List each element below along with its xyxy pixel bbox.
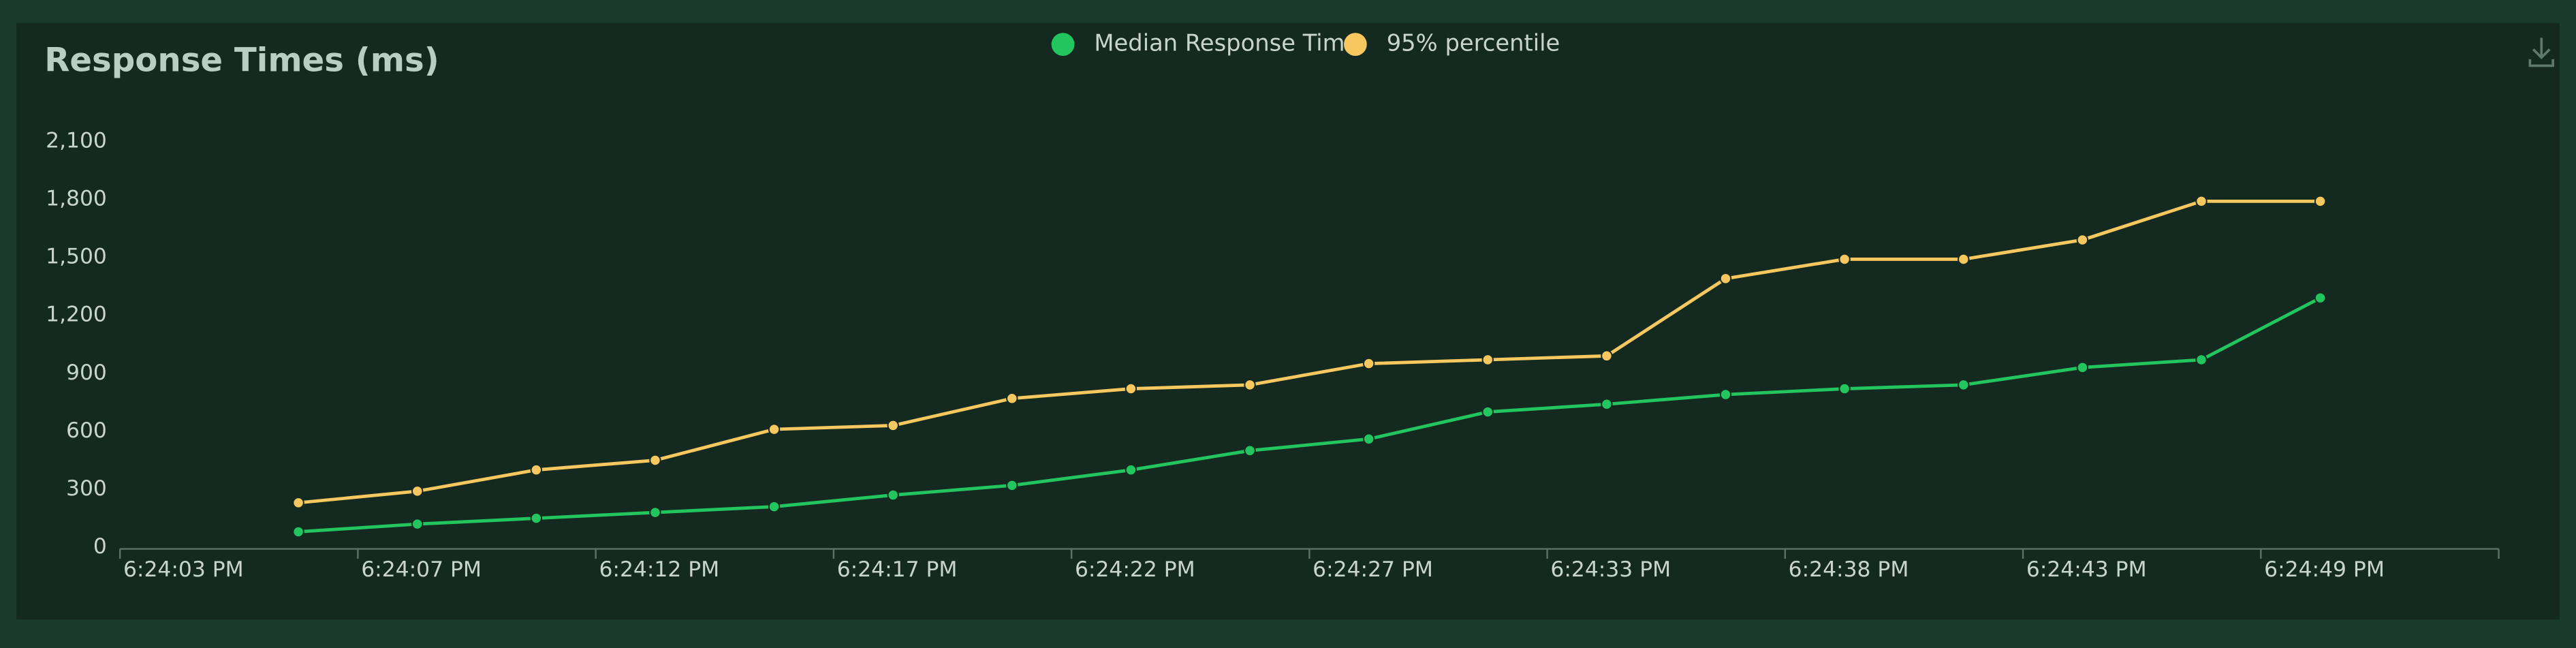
- point: [1362, 433, 1375, 445]
- y-tick-label: 1,500: [46, 245, 107, 269]
- x-tick-label: 6:24:38 PM: [1789, 557, 1909, 582]
- y-tick-label: 600: [66, 418, 107, 443]
- point: [1838, 382, 1851, 395]
- point: [1244, 379, 1256, 391]
- y-tick-label: 2,100: [46, 128, 107, 153]
- point: [1719, 388, 1732, 401]
- point: [887, 419, 899, 432]
- chart-title: Response Times (ms): [44, 42, 439, 80]
- point: [530, 512, 543, 525]
- series-line: [298, 199, 2321, 505]
- point: [887, 489, 899, 502]
- point: [411, 485, 424, 497]
- point: [2195, 354, 2208, 366]
- point: [1362, 357, 1375, 370]
- panel: [16, 22, 2560, 620]
- x-tick-label: 6:24:17 PM: [837, 557, 958, 582]
- y-tick-label: 1,800: [46, 187, 107, 211]
- point: [292, 497, 304, 509]
- point: [1838, 253, 1851, 266]
- x-tick-label: 6:24:33 PM: [1550, 557, 1671, 582]
- download-icon[interactable]: [2528, 37, 2554, 67]
- point: [2314, 195, 2327, 208]
- point: [1719, 273, 1732, 285]
- point: [1601, 350, 1613, 362]
- point: [768, 500, 781, 513]
- x-tick-label: 6:24:07 PM: [361, 557, 482, 582]
- x-tick-label: 6:24:12 PM: [599, 557, 719, 582]
- point: [768, 423, 781, 435]
- point: [1244, 444, 1256, 457]
- x-tick-label: 6:24:22 PM: [1075, 557, 1195, 582]
- point: [2195, 195, 2208, 208]
- x-tick-label: 6:24:27 PM: [1313, 557, 1433, 582]
- point: [530, 463, 543, 476]
- y-tick-label: 300: [66, 476, 107, 501]
- legend-swatch: [1344, 33, 1367, 57]
- y-tick-label: 0: [93, 534, 107, 559]
- point: [2076, 361, 2089, 374]
- point: [1481, 405, 1494, 418]
- y-tick-label: 900: [66, 360, 107, 385]
- legend-label: Median Response Time: [1094, 30, 1359, 57]
- point: [1958, 253, 1970, 266]
- x-tick-label: 6:24:43 PM: [2026, 557, 2147, 582]
- series-line: [298, 296, 2321, 534]
- point: [411, 518, 424, 530]
- point: [2314, 292, 2327, 304]
- point: [1481, 354, 1494, 366]
- y-tick-label: 1,200: [46, 303, 107, 327]
- point: [1125, 382, 1137, 395]
- point: [1601, 398, 1613, 410]
- x-tick-label: 6:24:03 PM: [123, 557, 244, 582]
- legend-label: 95% percentile: [1387, 30, 1560, 57]
- point: [649, 454, 661, 467]
- point: [2076, 234, 2089, 246]
- legend-swatch: [1051, 33, 1075, 57]
- point: [1006, 479, 1018, 492]
- x-tick-label: 6:24:49 PM: [2264, 557, 2385, 582]
- point: [1125, 463, 1137, 476]
- point: [1006, 392, 1018, 405]
- point: [292, 525, 304, 538]
- point: [649, 506, 661, 519]
- point: [1958, 379, 1970, 391]
